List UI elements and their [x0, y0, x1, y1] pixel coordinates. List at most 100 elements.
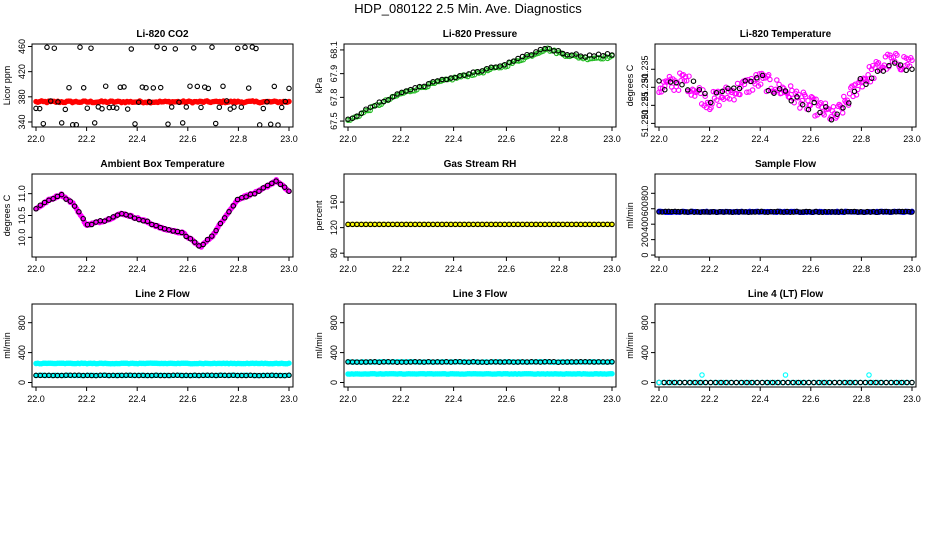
data-point — [128, 46, 135, 52]
data-point — [63, 196, 69, 202]
x-tick-label: 22.2 — [701, 134, 719, 144]
data-point — [864, 78, 870, 85]
data-point — [874, 209, 880, 216]
data-point — [282, 98, 289, 105]
x-tick-label: 22.6 — [498, 394, 516, 404]
data-point — [739, 209, 746, 215]
data-point — [191, 239, 198, 245]
data-point — [909, 379, 915, 386]
data-point — [832, 209, 838, 215]
data-point — [828, 117, 835, 123]
x-tick-label: 22.4 — [751, 394, 769, 404]
data-point — [736, 209, 742, 215]
data-point — [200, 241, 206, 248]
plot-box — [31, 173, 294, 258]
data-point — [223, 98, 230, 104]
y-tick-label: 0 — [640, 380, 650, 385]
data-point — [842, 379, 848, 386]
x-tick-label: 22.6 — [498, 264, 516, 274]
y-axis-label: degrees C — [625, 64, 635, 106]
data-point — [264, 182, 271, 189]
data-point — [754, 379, 760, 386]
x-tick-label: 22.0 — [650, 394, 668, 404]
x-tick-label: 23.0 — [603, 394, 621, 404]
data-point — [673, 79, 679, 86]
data-point — [877, 208, 883, 215]
data-point — [790, 379, 796, 386]
y-axis-label: kPa — [314, 78, 324, 94]
data-point — [880, 68, 887, 74]
data-point — [221, 215, 228, 221]
data-point — [816, 209, 822, 215]
data-point — [838, 208, 845, 215]
data-point — [372, 103, 378, 109]
data-point — [846, 90, 853, 97]
x-tick-label: 22.2 — [392, 394, 410, 404]
y-axis-label: ml/min — [625, 202, 635, 229]
data-point — [718, 379, 724, 386]
data-point — [407, 86, 414, 93]
x-tick-label: 22.4 — [128, 134, 146, 144]
data-point — [172, 46, 179, 52]
data-point — [168, 104, 175, 110]
data-point — [600, 53, 606, 59]
y-tick-label: 0 — [640, 253, 650, 258]
data-point — [286, 188, 292, 194]
x-tick-label: 23.0 — [903, 134, 921, 144]
data-point — [823, 104, 829, 110]
x-tick-label: 22.4 — [751, 134, 769, 144]
data-point — [857, 379, 864, 386]
panel-2: Li-820 Temperature 22.0 22.2 22.4 22.6 22.8 23… — [625, 29, 921, 144]
data-point — [205, 85, 212, 92]
data-point — [840, 105, 846, 111]
data-point — [234, 196, 241, 203]
data-point — [707, 379, 714, 386]
data-point — [692, 379, 698, 386]
y-tick-label: 400 — [17, 345, 27, 360]
data-point — [699, 372, 705, 378]
data-point — [667, 79, 674, 85]
data-point — [515, 55, 521, 62]
panel-title: Li-820 Temperature — [740, 29, 832, 40]
data-point — [665, 208, 672, 215]
data-point — [892, 60, 898, 66]
data-point — [253, 45, 259, 52]
data-point — [874, 61, 881, 67]
data-point — [844, 97, 851, 104]
data-point — [691, 209, 697, 215]
x-tick-label: 22.4 — [128, 394, 146, 404]
data-point — [106, 104, 113, 111]
x-tick-label: 22.0 — [339, 264, 357, 274]
panel-title: Li-820 Pressure — [443, 29, 518, 40]
data-point — [898, 379, 905, 386]
data-point — [127, 213, 134, 219]
data-point — [745, 209, 752, 215]
data-point — [765, 87, 772, 94]
data-point — [758, 208, 765, 215]
data-point — [194, 83, 201, 90]
data-point — [694, 209, 701, 215]
data-point — [742, 78, 748, 84]
data-point — [841, 93, 847, 100]
data-point — [154, 43, 160, 50]
data-point — [124, 106, 131, 112]
data-point — [117, 84, 124, 91]
data-point — [886, 209, 893, 215]
data-point — [880, 208, 886, 215]
data-point — [99, 106, 105, 112]
data-point — [659, 209, 665, 215]
data-point — [273, 178, 279, 184]
data-point — [47, 98, 54, 104]
data-point — [683, 77, 690, 84]
data-point — [787, 209, 794, 215]
data-point — [286, 85, 292, 92]
data-point — [749, 209, 755, 215]
y-tick-label: 10.5 — [17, 207, 27, 225]
x-tick-label: 22.2 — [701, 394, 719, 404]
data-point — [733, 208, 739, 215]
data-point — [861, 209, 867, 216]
data-point — [389, 94, 396, 100]
data-point — [676, 379, 683, 386]
data-point — [759, 379, 766, 386]
